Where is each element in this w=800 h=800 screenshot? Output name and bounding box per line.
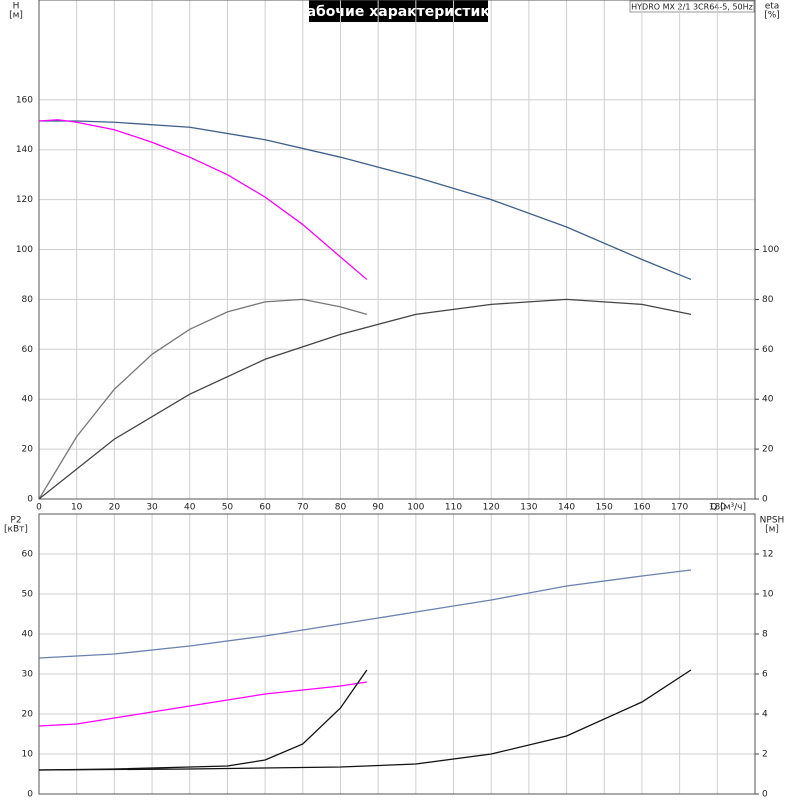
y2-tick-label: 2 <box>762 750 768 760</box>
y2-tick-label: 6 <box>762 670 768 680</box>
plot-frame <box>38 513 756 795</box>
y2-tick-label: 4 <box>762 710 768 720</box>
subtitle-box <box>629 0 755 13</box>
y2-tick-label: 20 <box>762 445 774 455</box>
series-line <box>38 569 692 659</box>
title-box <box>309 0 488 22</box>
y-tick-label: 0 <box>27 495 33 505</box>
y2-tick-label: 100 <box>762 245 779 255</box>
y-tick-label: 100 <box>16 245 33 255</box>
x-tick-label: 10 <box>71 503 83 513</box>
x-tick-label: 100 <box>407 503 424 513</box>
y2-axis-label: NPSH <box>760 516 785 526</box>
x-tick-label: 150 <box>596 503 613 513</box>
chart-title: Рабочие характеристики <box>296 4 499 20</box>
y-axis-unit: [м] <box>9 11 23 21</box>
series-line <box>39 120 692 281</box>
y2-axis-unit: [%] <box>764 11 780 21</box>
x-tick-label: 70 <box>297 503 309 513</box>
x-tick-label: 180 <box>709 503 726 513</box>
series-line <box>38 298 692 500</box>
y-tick-label: 120 <box>16 195 33 205</box>
y-tick-label: 50 <box>22 590 34 600</box>
y-axis-unit: [кВт] <box>4 525 28 535</box>
y-tick-label: 10 <box>22 750 34 760</box>
x-tick-label: 40 <box>184 503 196 513</box>
x-tick-label: 120 <box>483 503 500 513</box>
subtitle: HYDRO MX 2/1 3CR64-5, 50Hz <box>631 3 753 12</box>
plot-frame <box>38 0 756 500</box>
x-tick-label: 170 <box>671 503 688 513</box>
y-axis-label: P2 <box>10 516 21 526</box>
x-tick-label: 50 <box>222 503 234 513</box>
y-tick-label: 20 <box>22 710 34 720</box>
x-tick-label: 110 <box>445 503 462 513</box>
y-tick-label: 20 <box>22 445 34 455</box>
y-tick-label: 30 <box>22 670 34 680</box>
y-axis-label: H <box>13 2 20 12</box>
y2-axis-label: eta <box>765 2 780 12</box>
y-tick-label: 160 <box>16 95 33 105</box>
x-tick-label: 130 <box>520 503 537 513</box>
series-line <box>38 298 368 500</box>
series-line <box>38 669 692 771</box>
y2-tick-label: 40 <box>762 395 774 405</box>
series-line <box>38 119 368 280</box>
y2-axis-unit: [м] <box>765 525 779 535</box>
y2-tick-label: 60 <box>762 345 774 355</box>
x-tick-label: 0 <box>36 503 42 513</box>
y-tick-label: 40 <box>22 630 34 640</box>
x-tick-label: 160 <box>633 503 650 513</box>
y-tick-label: 60 <box>22 550 34 560</box>
y-tick-label: 40 <box>22 395 34 405</box>
y2-tick-label: 80 <box>762 295 774 305</box>
y2-tick-label: 12 <box>762 550 773 560</box>
series-line <box>38 669 368 771</box>
y-tick-label: 0 <box>27 790 33 800</box>
x-tick-label: 80 <box>335 503 347 513</box>
y2-tick-label: 8 <box>762 630 768 640</box>
y2-tick-label: 10 <box>762 590 774 600</box>
x-tick-label: 140 <box>558 503 575 513</box>
x-tick-label: 60 <box>259 503 271 513</box>
x-tick-label: 90 <box>372 503 384 513</box>
y2-tick-label: 0 <box>762 790 768 800</box>
y2-tick-label: 0 <box>762 495 768 505</box>
y-tick-label: 80 <box>22 295 34 305</box>
x-axis-label: Q [м³/ч] <box>710 503 746 513</box>
y-tick-label: 140 <box>16 145 33 155</box>
x-tick-label: 30 <box>146 503 158 513</box>
series-line <box>38 681 367 727</box>
y-tick-label: 60 <box>22 345 34 355</box>
x-tick-label: 20 <box>109 503 121 513</box>
